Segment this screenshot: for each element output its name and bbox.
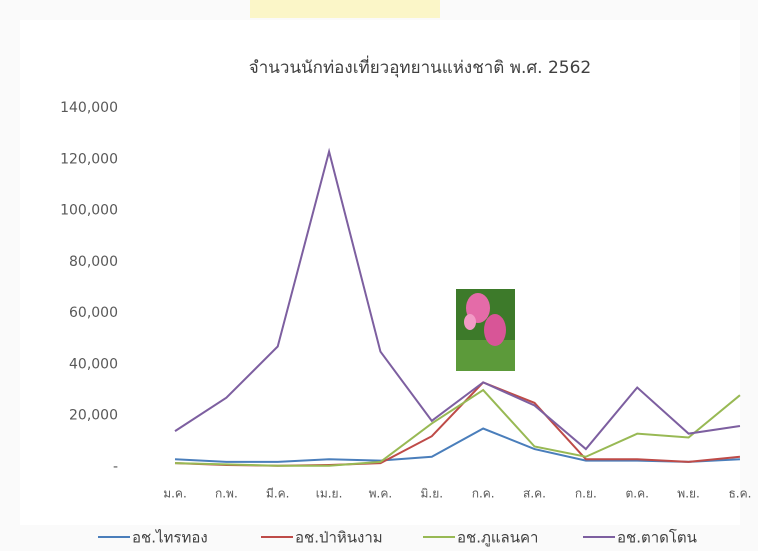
y-tick-label: 140,000 (60, 100, 118, 116)
x-tick-label: ส.ค. (523, 487, 546, 501)
x-tick-label: ม.ค. (163, 487, 187, 501)
legend-label: อช.ตาดโตน (617, 529, 697, 547)
chart: จำนวนนักท่องเที่ยวอุทยานแห่งชาติ พ.ศ. 25… (0, 0, 758, 551)
x-tick-label: ก.ค. (472, 487, 495, 501)
y-tick-label: - (113, 459, 118, 475)
legend-label: อช.ไทรทอง (132, 529, 208, 547)
y-tick-label: 120,000 (60, 151, 118, 167)
x-tick-label: พ.ย. (677, 487, 700, 501)
x-tick-label: เม.ย. (316, 487, 343, 501)
x-tick-label: พ.ค. (369, 487, 393, 501)
legend-label: อช.ภูแลนคา (457, 529, 538, 547)
x-tick-label: ก.ย. (575, 487, 597, 501)
y-tick-label: 40,000 (69, 356, 118, 372)
x-tick-label: ต.ค. (626, 487, 649, 501)
y-tick-label: 80,000 (69, 254, 118, 270)
y-tick-label: 60,000 (69, 305, 118, 321)
watermark (250, 0, 440, 18)
legend-label: อช.ป่าหินงาม (295, 529, 383, 547)
x-tick-label: มิ.ย. (421, 487, 444, 501)
x-tick-label: มี.ค. (266, 487, 290, 501)
y-tick-label: 20,000 (69, 408, 118, 424)
chart-title: จำนวนนักท่องเที่ยวอุทยานแห่งชาติ พ.ศ. 25… (249, 55, 591, 78)
flower-image (456, 289, 515, 371)
x-tick-label: ก.พ. (215, 487, 238, 501)
x-tick-label: ธ.ค. (728, 487, 751, 501)
y-tick-label: 100,000 (60, 203, 118, 219)
plot-background (20, 20, 740, 525)
